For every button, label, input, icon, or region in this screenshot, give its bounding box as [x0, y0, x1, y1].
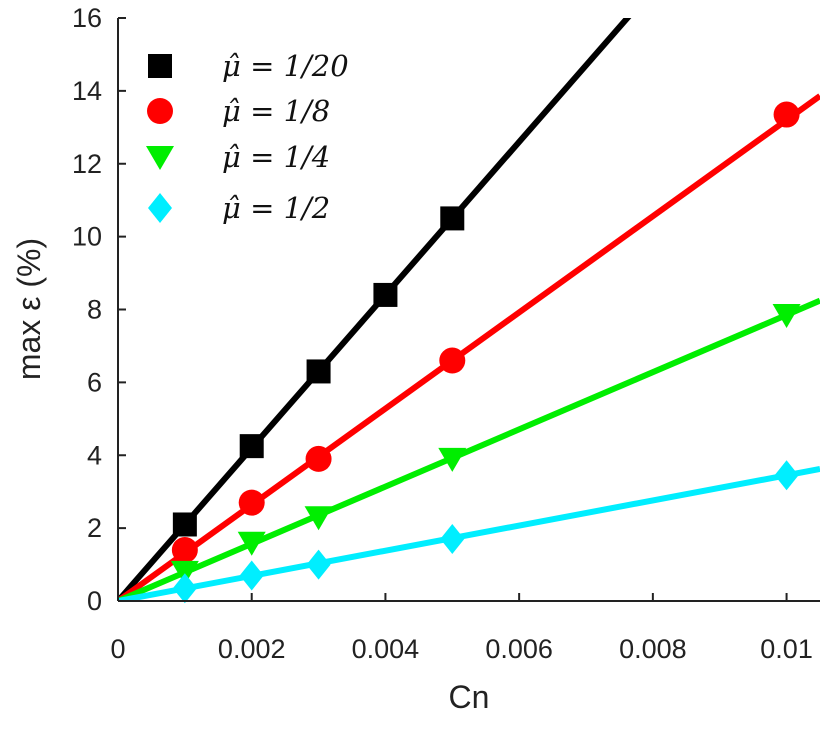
- series-2-point-4: [439, 347, 466, 374]
- series-4-point-3: [306, 549, 331, 580]
- series-4-point-5: [774, 460, 799, 491]
- series-4-point-2: [239, 560, 264, 591]
- series-1-point-3: [306, 359, 331, 384]
- y-tick-label-3: 4: [87, 440, 102, 470]
- series-3-point-5: [772, 303, 801, 328]
- series-3-point-2: [237, 531, 266, 556]
- x-tick-label-2: 0.002: [218, 634, 286, 664]
- y-tick-label-4: 6: [87, 367, 102, 397]
- series-1-point-4: [373, 282, 398, 307]
- series-2-point-3: [305, 445, 332, 472]
- series-line-2: [118, 93, 820, 601]
- x-tick-label-4: 0.006: [485, 634, 553, 664]
- y-tick-label-7: 12: [72, 149, 102, 179]
- series-line-4: [118, 466, 820, 601]
- y-tick-label-6: 10: [72, 222, 102, 252]
- legend-label-2: μ̂ = 1/8: [222, 94, 330, 128]
- y-tick-label-9: 16: [72, 3, 102, 33]
- series-1-point-5: [440, 206, 465, 231]
- series-2-point-2: [238, 489, 265, 516]
- x-tick-label-5: 0.008: [619, 634, 687, 664]
- legend-marker-1: [148, 54, 172, 78]
- x-tick-label-6: 0.01: [760, 634, 813, 664]
- legend-marker-4: [148, 193, 172, 223]
- legend: μ̂ = 1/20 μ̂ = 1/8 μ̂ = 1/4 μ̂ = 1/2: [146, 49, 349, 225]
- legend-label-1: μ̂ = 1/20: [222, 49, 349, 83]
- legend-marker-2: [147, 98, 173, 124]
- series-1-point-1: [172, 512, 197, 537]
- series-2-point-5: [773, 101, 800, 128]
- legend-label-4: μ̂ = 1/2: [222, 191, 330, 225]
- series-lines: [118, 18, 820, 601]
- series-3-point-1: [170, 560, 199, 585]
- legend-label-3: μ̂ = 1/4: [222, 140, 330, 174]
- legend-marker-3: [146, 146, 174, 170]
- series-line-1: [118, 18, 632, 601]
- series-1-point-2: [239, 434, 264, 459]
- y-tick-label-8: 14: [72, 76, 102, 106]
- y-tick-label-1: 0: [87, 586, 102, 616]
- series-markers: [170, 101, 801, 604]
- series-line-3: [118, 297, 820, 601]
- x-tick-label-1: 0: [110, 634, 125, 664]
- y-axis-label: max ε (%): [11, 238, 47, 380]
- ticks: 0 0.002 0.004 0.006 0.008 0.01 0 2 4 6 8 10 12 14 16: [72, 3, 813, 664]
- y-tick-label-5: 8: [87, 295, 102, 325]
- series-3-point-3: [304, 506, 333, 531]
- y-tick-label-2: 2: [87, 513, 102, 543]
- x-tick-label-3: 0.004: [352, 634, 420, 664]
- series-4-point-4: [440, 524, 465, 555]
- series-3-point-4: [438, 447, 467, 472]
- series-2-point-1: [171, 536, 198, 563]
- series-4-point-1: [172, 573, 197, 604]
- x-axis-label: Cn: [449, 679, 490, 715]
